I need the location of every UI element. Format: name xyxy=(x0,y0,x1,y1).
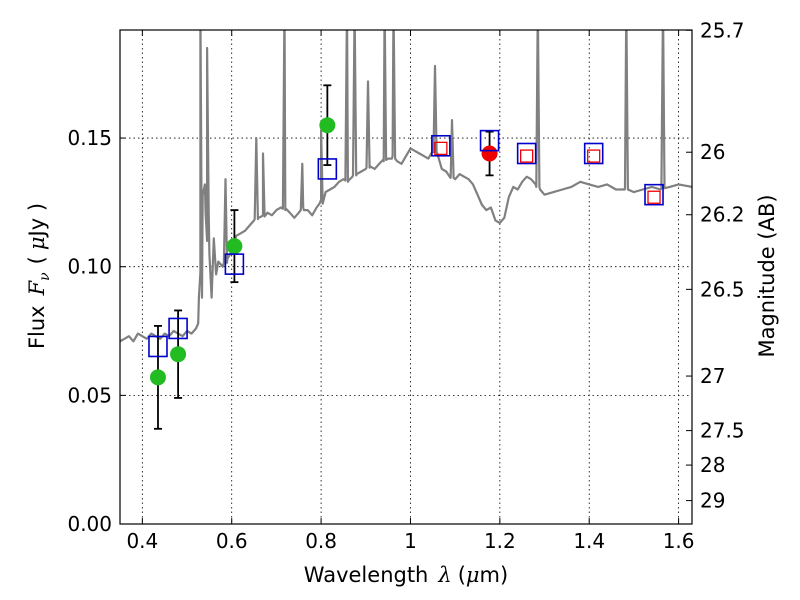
model-point-square xyxy=(516,142,537,165)
model-point-square xyxy=(148,335,168,358)
x-tick-label: 0.6 xyxy=(216,529,248,553)
model-point-square xyxy=(479,129,500,152)
y-tick-label: 0.00 xyxy=(67,512,112,536)
observed-point-circle xyxy=(226,238,243,255)
limit-point-square xyxy=(587,149,601,163)
model-point-square xyxy=(168,317,188,340)
y2-axis-label: Magnitude (AB) xyxy=(755,194,779,357)
observed-point-circle xyxy=(170,346,187,363)
model-point-square xyxy=(224,253,245,275)
model-spectrum xyxy=(120,30,692,343)
mag-tick-label: 27.5 xyxy=(700,419,745,443)
x-tick-label: 1.6 xyxy=(663,529,695,553)
limit-point-square xyxy=(520,149,534,163)
mag-tick-label: 28 xyxy=(700,453,725,477)
observed-point-circle xyxy=(319,117,336,134)
axis-ticks xyxy=(120,29,692,525)
observed-point-circle xyxy=(481,145,498,162)
limit-point-square xyxy=(434,141,448,156)
x-tick-label: 1 xyxy=(404,529,417,553)
x-axis-label: Wavelength λ (μm) xyxy=(304,563,508,587)
y-tick-label: 0.15 xyxy=(67,126,112,150)
model-point-square xyxy=(583,142,604,165)
x-tick-label: 0.4 xyxy=(126,529,158,553)
mag-tick-label: 26 xyxy=(700,140,725,164)
x-tick-label: 0.8 xyxy=(305,529,337,553)
model-point-square xyxy=(644,183,664,206)
mag-tick-label: 27 xyxy=(700,364,725,388)
mag-tick-label: 26.5 xyxy=(700,277,745,301)
observed-point-circle xyxy=(149,369,166,386)
mag-tick-label: 25.7 xyxy=(700,18,745,42)
y-axis-label: FluxFν(μJy ) xyxy=(25,203,53,349)
x-tick-label: 1.4 xyxy=(573,529,605,553)
x-tick-label: 1.2 xyxy=(484,529,516,553)
y-tick-label: 0.10 xyxy=(67,255,112,279)
model-point-square xyxy=(317,158,338,180)
y-tick-label: 0.05 xyxy=(67,383,112,407)
mag-tick-label: 26.2 xyxy=(700,203,745,227)
tick-labels: 0.4 0.6 0.8 1 1.2 1.4 1.6 0.00 0.05 0.10 0.15 25.7 2… xyxy=(67,18,744,553)
grid-lines xyxy=(120,30,692,524)
limit-point-square xyxy=(647,190,661,204)
plot-frame xyxy=(119,29,693,525)
data-points xyxy=(148,84,664,430)
model-point-square xyxy=(431,134,451,157)
model-spectrum-line xyxy=(120,30,692,343)
mag-tick-label: 29 xyxy=(700,489,725,513)
